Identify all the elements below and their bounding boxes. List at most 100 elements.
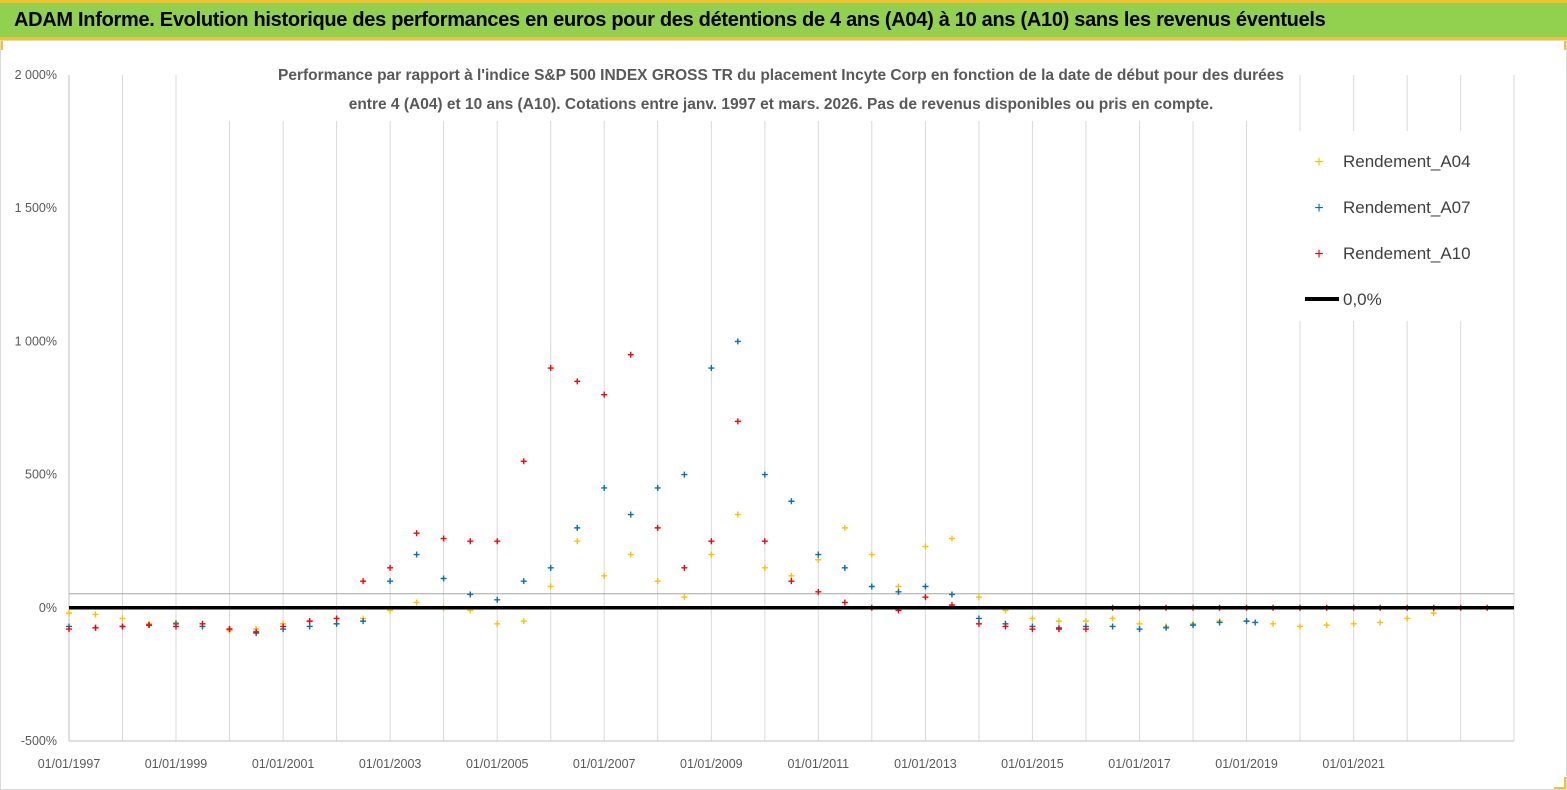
legend-marker-a10: +	[1314, 246, 1323, 263]
point-a04	[1082, 618, 1089, 625]
point-a07	[1163, 624, 1170, 631]
point-a04	[868, 551, 875, 558]
y-axis: -500% 0% 500% 1 000% 1 500% 2 000%	[15, 68, 57, 748]
point-a04	[708, 551, 715, 558]
x-tick-label: 01/01/2009	[680, 757, 743, 771]
point-a04	[1350, 620, 1357, 627]
point-a04	[975, 594, 982, 601]
point-a10	[440, 535, 447, 542]
y-tick-label: 1 500%	[15, 201, 57, 215]
point-a10	[199, 620, 206, 627]
point-a10	[467, 538, 474, 545]
point-a10	[520, 458, 527, 465]
title-banner: ADAM Informe. Evolution historique des p…	[0, 0, 1567, 40]
point-a07	[895, 588, 902, 595]
point-a04	[1404, 615, 1411, 622]
point-a10	[708, 538, 715, 545]
point-a07	[306, 623, 313, 630]
point-a04	[815, 556, 822, 563]
report-title: ADAM Informe. Evolution historique des p…	[14, 9, 1326, 31]
point-a07	[815, 551, 822, 558]
point-a04	[922, 543, 929, 550]
point-a10	[92, 624, 99, 631]
point-a10	[360, 578, 367, 585]
point-a04	[1430, 610, 1437, 617]
point-a07	[1216, 619, 1223, 626]
corner-mark-bottom-right	[1554, 777, 1567, 790]
point-a07	[1109, 623, 1116, 630]
point-a10	[66, 626, 72, 633]
point-a10	[761, 538, 768, 545]
x-tick-label: 01/01/2005	[466, 757, 529, 771]
point-a10	[922, 594, 929, 601]
point-a10	[306, 618, 313, 625]
point-a04	[547, 583, 554, 590]
legend-label-zero: 0,0%	[1343, 290, 1382, 309]
point-a04	[948, 535, 955, 542]
point-a07	[574, 524, 581, 531]
point-a04	[627, 551, 634, 558]
point-a07	[494, 596, 501, 603]
point-a10	[574, 378, 581, 385]
point-a10	[1055, 626, 1062, 633]
point-a07	[1252, 619, 1259, 626]
point-a10	[387, 564, 394, 571]
point-a07	[627, 511, 634, 518]
point-a07	[868, 583, 875, 590]
point-a10	[1082, 626, 1089, 633]
point-a10	[815, 588, 822, 595]
point-a10	[975, 620, 982, 627]
point-a10	[681, 564, 688, 571]
x-tick-label: 01/01/2011	[787, 757, 849, 771]
point-a10	[413, 530, 420, 537]
point-a04	[1109, 615, 1116, 622]
point-a07	[520, 578, 527, 585]
point-a07	[734, 338, 741, 345]
point-a07	[547, 564, 554, 571]
y-tick-label: 2 000%	[15, 68, 57, 82]
series-a10	[66, 351, 1491, 635]
point-a10	[146, 622, 153, 629]
point-a07	[360, 618, 367, 625]
point-a10	[1002, 623, 1009, 630]
corner-mark-top-left	[0, 37, 13, 50]
x-tick-label: 01/01/2003	[359, 757, 422, 771]
point-a04	[841, 524, 848, 531]
point-a04	[1323, 622, 1330, 629]
x-tick-label: 01/01/2017	[1108, 757, 1171, 771]
point-a07	[654, 484, 661, 491]
point-a10	[654, 524, 661, 531]
y-tick-label: -500%	[21, 734, 57, 748]
y-tick-label: 0%	[39, 601, 57, 615]
legend-backdrop	[1283, 131, 1513, 321]
x-tick-label: 01/01/2019	[1215, 757, 1278, 771]
point-a04	[788, 572, 795, 579]
point-a04	[119, 615, 126, 622]
point-a04	[1029, 615, 1036, 622]
point-a04	[1270, 620, 1277, 627]
point-a07	[922, 583, 929, 590]
point-a10	[494, 538, 501, 545]
point-a10	[788, 578, 795, 585]
series-a04	[66, 511, 1437, 634]
point-a04	[1136, 620, 1143, 627]
point-a07	[1190, 622, 1197, 629]
point-a10	[172, 623, 179, 630]
y-tick-label: 1 000%	[15, 334, 57, 348]
point-a07	[601, 484, 608, 491]
point-a10	[627, 351, 634, 358]
series-a07	[66, 338, 1259, 637]
y-tick-label: 500%	[25, 468, 57, 482]
point-a10	[119, 623, 126, 630]
point-a04	[1055, 618, 1062, 625]
legend-marker-a07: +	[1314, 200, 1323, 217]
data-points	[66, 338, 1491, 637]
point-a04	[66, 610, 72, 617]
point-a07	[333, 620, 340, 627]
point-a07	[708, 365, 715, 372]
point-a04	[1377, 619, 1384, 626]
legend-marker-a04: +	[1314, 154, 1323, 171]
point-a10	[333, 615, 340, 622]
point-a10	[226, 626, 233, 633]
chart-subtitle-line-2: entre 4 (A04) et 10 ans (A10). Cotations…	[349, 96, 1214, 113]
